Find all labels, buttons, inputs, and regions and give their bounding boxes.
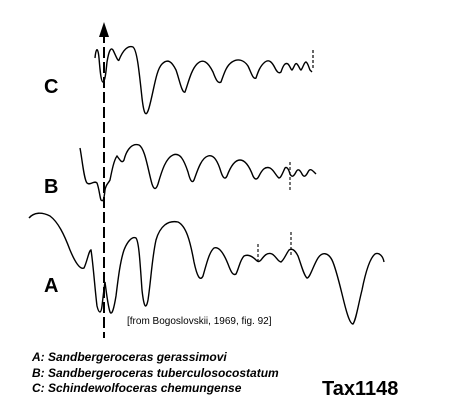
- row-label-b: B: [44, 176, 59, 198]
- suture-line-b: [79, 143, 317, 202]
- row-label-c: C: [44, 76, 59, 98]
- source-note: [from Bogoslovskii, 1969, fig. 92]: [127, 316, 272, 327]
- suture-line-a: [28, 212, 385, 325]
- legend: A: Sandbergeroceras gerassimovi B: Sandb…: [32, 350, 279, 397]
- legend-item-c: C: Schindewolfoceras chemungense: [32, 381, 242, 395]
- legend-item-a: A: Sandbergeroceras gerassimovi: [32, 350, 227, 364]
- row-label-a: A: [44, 275, 59, 297]
- tax-id-label: Tax1148: [322, 378, 399, 400]
- axis-arrow-icon: [99, 22, 109, 37]
- suture-line-c: [94, 45, 313, 115]
- legend-item-b: B: Sandbergeroceras tuberculosocostatum: [32, 365, 279, 380]
